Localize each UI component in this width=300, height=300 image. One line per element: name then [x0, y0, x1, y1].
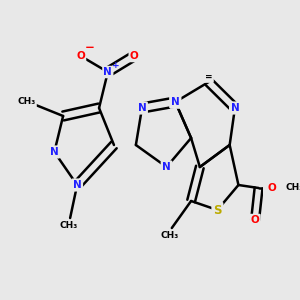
Text: O: O — [130, 51, 139, 61]
Text: O: O — [76, 51, 85, 61]
Text: +: + — [112, 61, 119, 70]
Text: CH₃: CH₃ — [285, 184, 300, 193]
Text: =: = — [205, 73, 212, 82]
Text: N: N — [103, 67, 112, 77]
Text: N: N — [171, 97, 180, 107]
Text: S: S — [213, 203, 222, 217]
Text: N: N — [230, 103, 239, 113]
Text: CH₃: CH₃ — [161, 232, 179, 241]
Text: CH₃: CH₃ — [17, 98, 35, 106]
Text: N: N — [138, 103, 146, 113]
Text: O: O — [251, 215, 260, 225]
Text: −: − — [85, 41, 94, 55]
Text: N: N — [50, 147, 59, 157]
Text: O: O — [267, 183, 276, 193]
Text: N: N — [162, 162, 171, 172]
Text: CH₃: CH₃ — [59, 221, 77, 230]
Text: N: N — [73, 180, 82, 190]
Text: N: N — [171, 97, 180, 107]
